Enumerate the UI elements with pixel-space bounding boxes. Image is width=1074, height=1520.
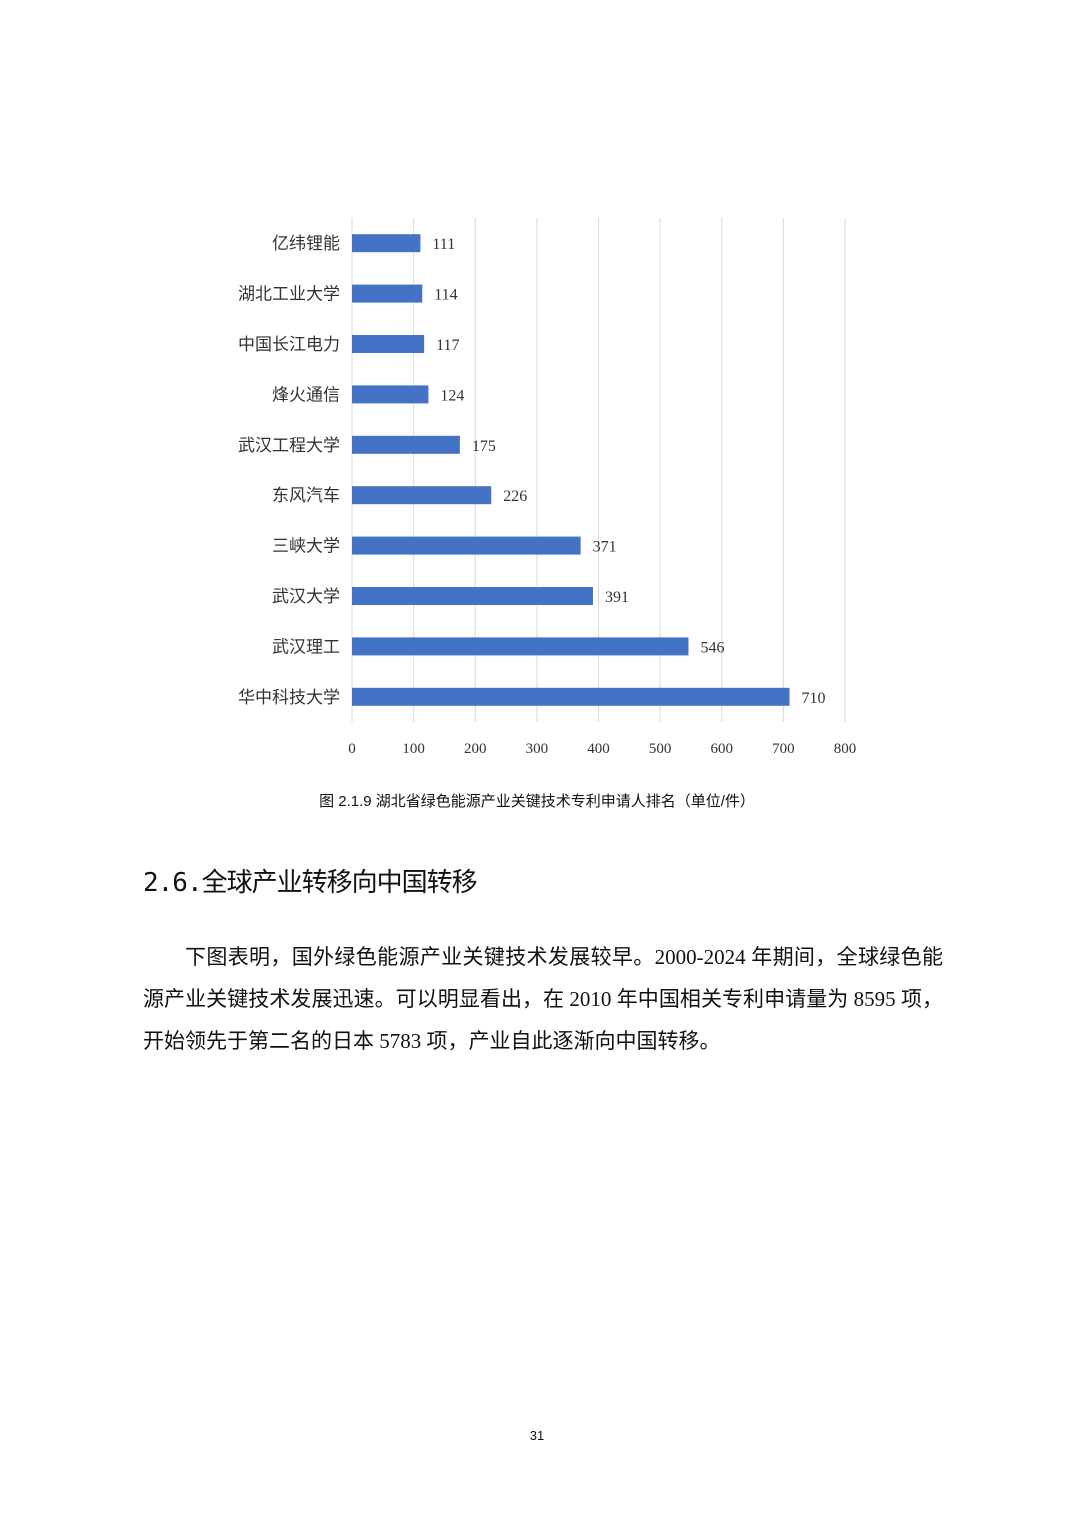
x-tick-label: 800 [834,741,857,757]
category-label: 武汉大学 [272,587,340,607]
data-label: 124 [440,387,464,404]
bar [352,537,581,555]
patent-applicant-bar-chart: 0 100 200 300 400 500 600 700 800 亿纬锂能 111 湖北工业大学 11… [0,200,1074,770]
data-label: 111 [432,236,455,253]
data-label: 114 [434,287,457,304]
body-paragraph: 下图表明，国外绿色能源产业关键技术发展较早。2000-2024 年期间，全球绿色… [143,936,943,1062]
category-label: 亿纬锂能 [272,234,340,254]
x-tick-label: 400 [587,741,610,757]
data-label: 175 [472,438,496,455]
bar [352,587,593,605]
bar [352,688,790,706]
bar [352,436,460,454]
x-tick-label: 200 [464,741,487,757]
bar [352,385,428,403]
figure-caption: 图 2.1.9 湖北省绿色能源产业关键技术专利申请人排名（单位/件） [0,790,1074,811]
data-label: 546 [700,639,724,656]
category-label: 三峡大学 [272,537,340,557]
data-label: 710 [802,690,826,707]
x-tick-label: 500 [649,741,672,757]
category-label: 东风汽车 [272,486,340,506]
category-label: 湖北工业大学 [238,285,340,305]
x-tick-label: 0 [348,741,356,757]
data-label: 226 [503,488,527,505]
bar [352,285,422,303]
category-label: 武汉理工 [272,637,340,657]
data-label: 117 [436,337,459,354]
x-tick-label: 700 [772,741,795,757]
data-label: 391 [605,589,629,606]
bar [352,637,688,655]
bar [352,234,420,252]
bar [352,486,491,504]
bar [352,335,424,353]
category-label: 烽火通信 [272,385,340,405]
data-label: 371 [593,539,617,556]
x-tick-label: 300 [526,741,549,757]
category-label: 华中科技大学 [238,688,340,708]
x-tick-label: 100 [402,741,425,757]
page-number: 31 [0,1428,1074,1443]
section-heading: 2.6.全球产业转移向中国转移 [143,862,477,899]
category-label: 中国长江电力 [238,335,340,355]
x-tick-label: 600 [711,741,734,757]
category-label: 武汉工程大学 [238,436,340,456]
